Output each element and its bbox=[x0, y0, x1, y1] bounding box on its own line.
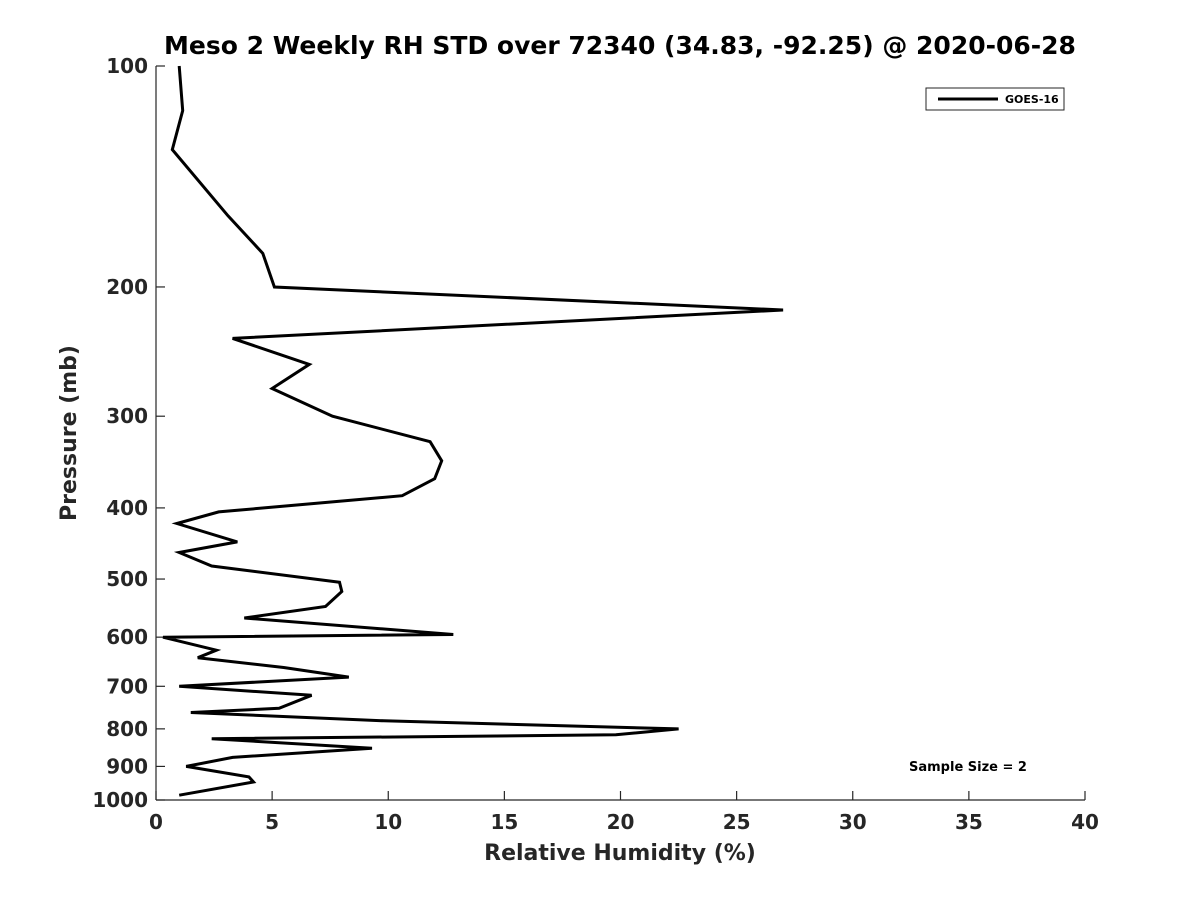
x-ticks: 0 5 10 15 20 25 30 35 40 bbox=[149, 791, 1099, 834]
x-tick-label: 30 bbox=[839, 810, 867, 834]
y-tick-label: 700 bbox=[106, 674, 148, 698]
y-tick-label: 500 bbox=[106, 567, 148, 591]
x-tick-label: 15 bbox=[490, 810, 518, 834]
y-tick-label: 800 bbox=[106, 717, 148, 741]
y-tick-label: 200 bbox=[106, 275, 148, 299]
axes bbox=[155, 66, 1085, 801]
y-tick-label: 300 bbox=[106, 404, 148, 428]
y-tick-label: 1000 bbox=[92, 788, 148, 812]
x-tick-label: 20 bbox=[607, 810, 635, 834]
y-ticks: 100 200 300 400 500 600 700 800 900 1000 bbox=[92, 54, 165, 812]
x-tick-label: 10 bbox=[374, 810, 402, 834]
x-axis-label: Relative Humidity (%) bbox=[484, 841, 756, 866]
y-axis-label: Pressure (mb) bbox=[57, 345, 82, 521]
sample-size-annotation: Sample Size = 2 bbox=[909, 760, 1027, 775]
y-tick-label: 600 bbox=[106, 625, 148, 649]
x-tick-label: 0 bbox=[149, 810, 163, 834]
x-tick-label: 5 bbox=[265, 810, 279, 834]
y-tick-label: 400 bbox=[106, 496, 148, 520]
legend: GOES-16 bbox=[925, 87, 1065, 111]
series-layer bbox=[162, 65, 784, 797]
legend-label-goes-16: GOES-16 bbox=[1005, 93, 1059, 106]
chart-title: Meso 2 Weekly RH STD over 72340 (34.83, … bbox=[164, 31, 1076, 60]
x-tick-label: 40 bbox=[1071, 810, 1099, 834]
y-tick-label: 900 bbox=[106, 754, 148, 778]
series-line-goes-16 bbox=[162, 65, 784, 797]
x-tick-label: 25 bbox=[723, 810, 751, 834]
x-tick-label: 35 bbox=[955, 810, 983, 834]
y-tick-label: 100 bbox=[106, 54, 148, 78]
